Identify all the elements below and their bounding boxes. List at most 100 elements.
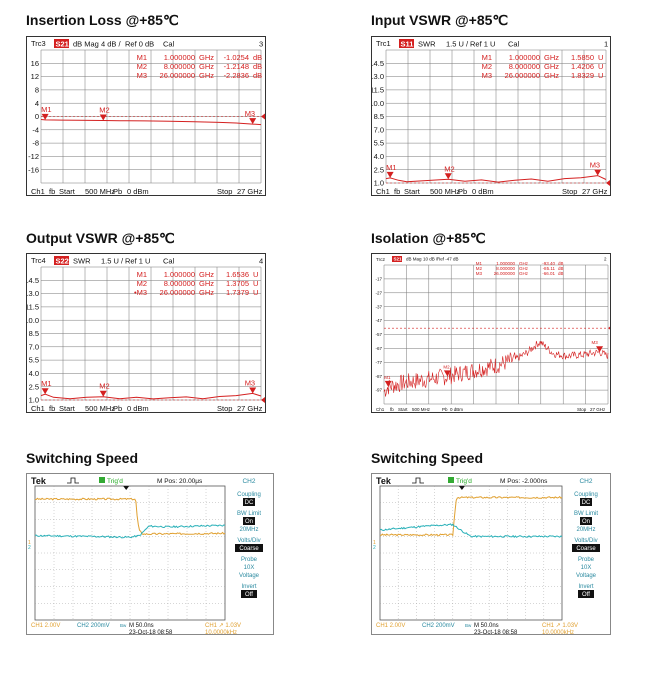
param-label: S21 (56, 40, 69, 49)
marker-label: M3 (245, 378, 255, 387)
footer-stop-label: Stop (577, 407, 587, 412)
marker-triangle (41, 388, 49, 395)
input-vswr-chart: Trc1 S11 SWR 1.5 U /Ref 1 U Cal 1 14.5 13.0 11.5… (371, 36, 611, 196)
param-badge (54, 39, 69, 48)
trigger-frequency: 10.0000kHz (542, 630, 574, 635)
y-tick-label: -37 (375, 304, 382, 309)
marker-label: M2 (99, 382, 109, 391)
footer-start-label: Start (59, 187, 76, 196)
marker-name: M1 (137, 270, 147, 279)
marker-freq-unit: GHz (199, 71, 214, 80)
marker-label: M1 (384, 375, 391, 380)
footer-channel: Ch1 (31, 187, 45, 196)
marker-value-unit: dB (558, 271, 564, 276)
footer-pb: Pb (442, 407, 448, 412)
menu-item-value: DC (582, 500, 591, 506)
marker-triangle (384, 380, 392, 387)
menu-item-sub: 20MHz (239, 527, 258, 533)
menu-item-value: DC (245, 500, 254, 506)
footer-pb: Pb (113, 404, 122, 413)
y-tick-label: 10.0 (372, 99, 384, 108)
y-tick-label: 13.0 (27, 289, 39, 298)
output-vswr-svg: Trc4 S22 SWR 1.5 U /Ref 1 U Cal 4 14.5 13.0 11.5… (27, 256, 265, 413)
marker-name: M2 (137, 279, 147, 288)
y-tick-label: 4.0 (29, 369, 39, 378)
footer-stop-value: 27 GHz (237, 404, 263, 413)
ch1-ground-marker: 1 (28, 540, 31, 546)
footer-start-value: 500 MHz (85, 187, 115, 196)
footer-power: 0 dBm (450, 407, 463, 412)
marker-name: M3 (137, 71, 147, 80)
marker-value: -66.01 (542, 271, 555, 276)
marker-triangle (99, 114, 107, 121)
trigger-position-marker (123, 486, 130, 490)
y-tick-label: 10.0 (27, 316, 39, 325)
reference-arrow (606, 180, 610, 186)
menu-item-label: Probe (241, 557, 258, 563)
reference-arrow (261, 113, 265, 120)
menu-item-sub: 10X (244, 565, 255, 571)
marker-label: M2 (444, 164, 454, 173)
isolation-svg: Trc2 S21 dB Mag 10 dB / Ref -47 dB 2 -17 -27 -37… (375, 256, 610, 412)
marker-value: -1.0254 (224, 53, 249, 62)
marker-value-unit: U (598, 71, 603, 80)
bw-indicator: Bw (465, 623, 472, 628)
scope-trace-ch2 (34, 524, 226, 539)
param-label: S21 (394, 257, 403, 262)
bw-indicator: Bw (120, 623, 127, 628)
menu-value-box (235, 544, 263, 552)
y-tick-label: 13.0 (372, 72, 384, 81)
menu-item-label: Invert (241, 584, 256, 590)
ch2-scale: CH2 200mV (77, 623, 110, 629)
brand-logo: Tek (31, 476, 47, 486)
trace-line (385, 175, 607, 183)
switching-speed-scope-1: Tek Trig'd M Pos: 20.00μs CH2 2 1 Coupling DC BW… (26, 473, 274, 635)
marker-name: M3 (482, 71, 492, 80)
input-vswr-svg: Trc1 S11 SWR 1.5 U /Ref 1 U Cal 1 14.5 13.0 11.5… (372, 39, 610, 196)
trigger-level: CH1 ↗ 1.03V (205, 623, 241, 629)
menu-item-value: Coarse (239, 546, 259, 552)
footer-power: 0 dBm (127, 404, 149, 413)
marker-triangle (249, 118, 257, 125)
marker-name: M1 (137, 53, 147, 62)
y-tick-label: 4.0 (374, 152, 384, 161)
ref-label: Ref 1 U (470, 40, 495, 49)
marker-label: M3 (592, 340, 599, 345)
marker-triangle (443, 370, 451, 377)
y-tick-label: -4 (32, 125, 39, 134)
marker-frequency: 1.000000 (164, 53, 195, 62)
marker-freq-unit: GHz (544, 53, 559, 62)
ch1-scale: CH1 2.00V (376, 623, 405, 629)
marker-value: -2.2836 (224, 71, 249, 80)
insertion-loss-title: Insertion Loss @+85℃ (26, 12, 179, 28)
date-time: 23-Oct-18 08:58 (129, 630, 173, 635)
marker-value-unit: dB (558, 261, 564, 266)
trace-line (383, 340, 609, 397)
marker-frequency: 1.000000 (164, 270, 195, 279)
marker-freq-unit: GHz (199, 270, 214, 279)
input-vswr-title: Input VSWR @+85℃ (371, 12, 509, 28)
menu-item-label: BW Limit (237, 511, 261, 517)
channel-number: 2 (604, 257, 607, 262)
marker-label: M2 (443, 364, 450, 369)
scope-trace-ch1 (34, 497, 226, 536)
marker-value: 1.7379 (226, 288, 249, 297)
isolation-chart: Trc2 S21 dB Mag 10 dB / Ref -47 dB 2 -17 -27 -37… (371, 253, 611, 413)
marker-frequency: 1.000000 (509, 53, 540, 62)
footer-start-value: 500 MHz (430, 187, 460, 196)
menu-item-sub2: Voltage (576, 573, 597, 579)
isolation-title: Isolation @+85℃ (371, 230, 486, 246)
y-tick-label: 8.5 (374, 112, 384, 121)
marker-frequency: 8.000000 (164, 279, 195, 288)
y-tick-label: 5.5 (374, 139, 384, 148)
y-tick-label: -77 (375, 360, 382, 365)
insertion-loss-svg: Trc3 S21 dB Mag 4 dB / Ref 0 dB Cal 3 16 12 8 4 0 -4… (28, 39, 265, 196)
timebase: M 50.0ns (129, 623, 154, 629)
footer-start-value: 500 MHz (412, 407, 431, 412)
marker-freq-unit: GHz (199, 288, 214, 297)
marker-triangle (386, 171, 394, 178)
marker-triangle (249, 387, 257, 394)
y-tick-label: 0 (35, 112, 39, 121)
menu-item-label: BW Limit (574, 511, 598, 517)
y-tick-label: 14.5 (372, 59, 384, 68)
